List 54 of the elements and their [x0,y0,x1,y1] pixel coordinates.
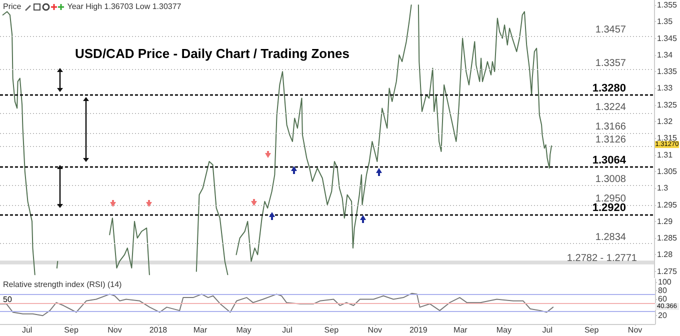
text: USD/CAD Price - Daily Chart / Trading Zones [75,46,350,61]
x-tick-label: Mar [193,326,208,334]
annotation: 50 [2,295,13,304]
y-tick-label: 1.335 [656,67,678,76]
y-tick-label: 1.355 [656,0,678,10]
x-tick-label: Jul [22,326,32,334]
ref-line-label: 1.2834 [595,232,626,243]
y-tick-label: 1.285 [656,234,678,243]
x-tick-label: Sep [324,326,340,334]
ref-line-label: 1.3457 [595,24,626,36]
y-tick-label: 1.325 [656,100,678,110]
y-tick-label: 1.35 [656,17,674,26]
ref-line-label: 1.2920 [592,202,626,214]
ref-line-label: 1.3280 [592,82,626,94]
x-tick-label: Nov [368,326,382,334]
x-tick-label: Sep [584,326,600,334]
ref-line-label: 1.3008 [595,174,626,185]
y-tick-label: 80 [658,286,668,295]
y-tick-label: 1.305 [656,166,678,176]
line-series [0,292,554,316]
x-tick-label: 2019 [409,326,428,334]
x-tick-label: May [236,326,252,334]
ref-line-label: 1.2950 [595,193,626,204]
annotation: Price [3,2,22,11]
x-tick-label: Nov [108,326,122,334]
y-tick-label: 1.34 [656,50,674,60]
y-tick-label: 20 [658,311,668,320]
x-tick-label: Mar [454,326,468,334]
y-tick-label: 1.315 [656,134,678,143]
y-tick-label: 100 [658,278,672,286]
ref-line-label: 1.3224 [595,102,626,114]
x-tick-label: 2018 [149,326,168,334]
y-tick-label: 1.295 [656,200,678,210]
y-tick-label: 60 [658,294,668,304]
y-tick-label: 1.29 [656,216,674,226]
y-tick-label: 1.32 [656,117,674,126]
x-tick-label: Jul [542,326,553,334]
y-tick-label: 1.28 [656,250,674,260]
band-label: 1.2782 - 1.2771 [566,253,638,264]
x-tick-label: May [496,326,512,334]
annotation: Year High 1.36703 Low 1.30377 [67,2,182,11]
x-tick-label: Nov [628,326,642,334]
ref-line-label: 1.3166 [595,121,626,132]
ref-line-label: 1.3064 [592,154,627,166]
y-tick-label: 1.275 [656,266,678,276]
y-tick-label: 1.31 [656,150,674,160]
annotation: Relative strength index (RSI) (14) [3,280,122,289]
ref-line-label: 1.3126 [595,134,626,146]
y-tick-label: 1.345 [656,34,678,43]
y-tick-label: 1.3 [656,184,669,193]
y-tick-label: 1.33 [656,84,674,93]
ref-line-label: 1.3357 [595,58,626,69]
x-tick-label: Sep [64,326,79,334]
x-tick-label: Jul [282,326,293,334]
